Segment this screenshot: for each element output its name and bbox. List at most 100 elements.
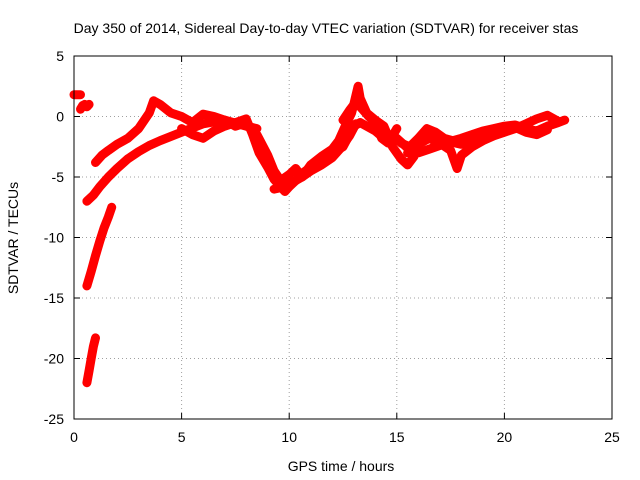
data-point (285, 171, 293, 179)
series-seg1 (69, 90, 85, 100)
data-point (135, 125, 143, 133)
chart-title: Day 350 of 2014, Sidereal Day-to-day VTE… (74, 20, 579, 36)
data-point (104, 146, 112, 154)
data-point (317, 152, 325, 160)
data-point (423, 125, 431, 133)
data-point (253, 131, 261, 139)
x-tick-label: 5 (178, 429, 186, 445)
data-point (277, 177, 285, 185)
y-tick-label: 5 (56, 48, 64, 64)
data-point (363, 122, 371, 130)
data-point (264, 151, 272, 159)
x-axis-label: GPS time / hours (288, 458, 395, 474)
x-tick-label: 10 (281, 429, 297, 445)
data-point (83, 379, 91, 387)
data-point (92, 252, 100, 260)
y-tick-label: -15 (44, 290, 64, 306)
data-point (96, 237, 104, 245)
data-point (554, 117, 562, 125)
data-point (104, 173, 112, 181)
x-tick-label: 25 (604, 429, 620, 445)
data-point (108, 203, 116, 211)
data-point (83, 282, 91, 290)
data-point (98, 151, 106, 159)
data-point (124, 134, 132, 142)
data-point (345, 106, 353, 114)
y-axis-label: SDTVAR / TECUs (5, 182, 21, 294)
data-point (307, 167, 315, 175)
y-tick-label: -25 (44, 411, 64, 427)
data-point (231, 119, 239, 127)
data-point (393, 125, 401, 133)
data-point (352, 98, 360, 106)
data-point (188, 119, 196, 127)
data-point (298, 173, 306, 181)
data-point (500, 126, 508, 134)
data-point (113, 140, 121, 148)
data-point (468, 137, 476, 145)
data-point (124, 155, 132, 163)
data-point (87, 267, 95, 275)
data-point (89, 342, 97, 350)
data-point (533, 131, 541, 139)
data-point (414, 149, 422, 157)
data-point (378, 134, 386, 142)
data-point (371, 119, 379, 127)
data-point (87, 355, 95, 362)
data-point (543, 111, 551, 119)
data-point (199, 120, 207, 128)
data-point (425, 145, 433, 153)
series-trace (269, 119, 361, 194)
data-point (96, 183, 104, 191)
data-point (104, 213, 112, 221)
data-point (543, 126, 551, 134)
data-point (290, 178, 298, 186)
data-point (156, 137, 164, 145)
data-point (150, 97, 158, 105)
data-point (156, 100, 164, 108)
data-point (100, 224, 108, 232)
data-point (145, 142, 153, 150)
axis-ticks (73, 55, 613, 420)
data-point (337, 144, 345, 152)
data-point (76, 91, 84, 99)
data-point (365, 113, 373, 120)
data-point (83, 197, 91, 205)
data-point (92, 158, 100, 166)
y-tick-labels: -25 -20 -15 -10 -5 0 5 (44, 48, 64, 427)
data-point (522, 128, 530, 136)
data-points (69, 81, 570, 388)
data-point (328, 154, 336, 162)
data-point (479, 133, 487, 141)
data-point (76, 105, 84, 113)
data-point (210, 127, 218, 135)
data-point (436, 142, 444, 150)
data-point (85, 367, 93, 375)
y-tick-label: -10 (44, 230, 64, 246)
data-point (397, 155, 405, 163)
data-point (85, 100, 93, 108)
x-tick-labels: 0 5 10 15 20 25 (70, 429, 620, 445)
data-point (432, 128, 440, 136)
data-point (425, 134, 433, 142)
y-tick-label: 0 (56, 109, 64, 125)
data-point (393, 134, 401, 142)
series-seg4 (82, 202, 117, 291)
data-point (92, 334, 100, 342)
y-tick-label: -5 (52, 169, 65, 185)
data-point (135, 148, 143, 156)
data-point (188, 131, 196, 139)
x-tick-label: 20 (497, 429, 513, 445)
data-point (457, 140, 465, 148)
data-point (339, 116, 347, 124)
data-point (199, 110, 207, 118)
series-trace (82, 115, 262, 206)
data-point (270, 167, 278, 175)
series-seg13 (392, 122, 552, 158)
series-trace (403, 110, 563, 173)
data-point (242, 115, 250, 123)
data-point (113, 165, 121, 173)
data-point (317, 161, 325, 169)
y-tick-label: -20 (44, 351, 64, 367)
